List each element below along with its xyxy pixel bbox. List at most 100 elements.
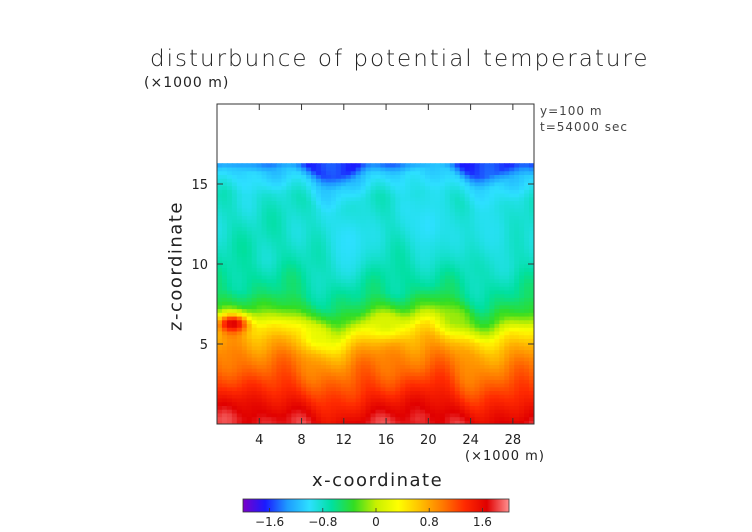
heatmap-cell bbox=[514, 405, 520, 410]
heatmap-cell bbox=[306, 364, 312, 369]
heatmap-cell bbox=[340, 334, 347, 339]
heatmap-cell bbox=[494, 163, 500, 168]
heatmap-cell bbox=[365, 338, 372, 343]
heatmap-cell bbox=[340, 412, 347, 418]
heatmap-cell bbox=[231, 204, 238, 209]
heatmap-cell bbox=[316, 189, 322, 194]
colorbar-tick-label: 0.8 bbox=[420, 515, 439, 529]
heatmap-cell bbox=[291, 174, 297, 179]
heatmap-cell bbox=[251, 334, 258, 339]
heatmap-cell bbox=[217, 274, 223, 280]
heatmap-cell bbox=[529, 356, 534, 362]
heatmap-cell bbox=[281, 334, 287, 339]
heatmap-cell bbox=[221, 185, 228, 190]
heatmap-cell bbox=[524, 308, 530, 313]
heatmap-cell bbox=[454, 274, 461, 280]
heatmap-cell bbox=[489, 319, 495, 325]
heatmap-cell bbox=[365, 185, 372, 190]
heatmap-cell bbox=[390, 263, 396, 269]
heatmap-cell bbox=[464, 356, 471, 362]
heatmap-cell bbox=[439, 215, 446, 220]
heatmap-cell bbox=[514, 174, 520, 179]
heatmap-cell bbox=[509, 260, 515, 265]
heatmap-cell bbox=[434, 301, 441, 306]
heatmap-cell bbox=[330, 260, 337, 265]
heatmap-cell bbox=[469, 315, 476, 321]
heatmap-cell bbox=[311, 315, 317, 321]
heatmap-cell bbox=[529, 301, 534, 306]
heatmap-cell bbox=[246, 226, 253, 231]
heatmap-cell bbox=[439, 204, 446, 209]
colorbar-tick-label: −0.8 bbox=[308, 515, 337, 529]
heatmap-cell bbox=[509, 364, 515, 369]
heatmap-cell bbox=[375, 371, 382, 377]
heatmap-cell bbox=[444, 327, 451, 332]
heatmap-cell bbox=[286, 315, 292, 321]
heatmap-cell bbox=[266, 312, 273, 317]
heatmap-cell bbox=[524, 189, 530, 194]
heatmap-cell bbox=[370, 222, 377, 228]
heatmap-cell bbox=[345, 390, 352, 395]
heatmap-cell bbox=[221, 338, 228, 343]
heatmap-cell bbox=[311, 334, 317, 339]
heatmap-cell bbox=[385, 308, 391, 313]
heatmap-cell bbox=[375, 394, 382, 399]
heatmap-cell bbox=[444, 222, 451, 228]
heatmap-cell bbox=[325, 248, 332, 254]
heatmap-cell bbox=[301, 222, 307, 228]
heatmap-cell bbox=[474, 222, 481, 228]
heatmap-cell bbox=[276, 185, 282, 190]
heatmap-cell bbox=[469, 293, 476, 298]
heatmap-cell bbox=[504, 327, 510, 332]
heatmap-cell bbox=[425, 230, 431, 235]
heatmap-cell bbox=[340, 379, 347, 384]
heatmap-cell bbox=[306, 237, 312, 243]
heatmap-cell bbox=[316, 312, 322, 317]
heatmap-cell bbox=[425, 166, 431, 172]
heatmap-cell bbox=[330, 416, 337, 421]
heatmap-cell bbox=[251, 230, 258, 235]
heatmap-cell bbox=[340, 226, 347, 231]
heatmap-cell bbox=[306, 345, 312, 351]
heatmap-cell bbox=[439, 371, 446, 377]
heatmap-cell bbox=[246, 334, 253, 339]
heatmap-cell bbox=[340, 170, 347, 175]
heatmap-cell bbox=[355, 174, 362, 179]
heatmap-cell bbox=[340, 330, 347, 336]
heatmap-cell bbox=[380, 222, 386, 228]
heatmap-cell bbox=[286, 368, 292, 373]
heatmap-cell bbox=[504, 256, 510, 261]
heatmap-cell bbox=[296, 185, 302, 190]
heatmap-cell bbox=[375, 207, 382, 213]
heatmap-cell bbox=[291, 211, 297, 216]
heatmap-cell bbox=[504, 356, 510, 362]
heatmap-cell bbox=[335, 289, 342, 295]
heatmap-cell bbox=[474, 353, 481, 358]
heatmap-cell bbox=[429, 189, 436, 194]
heatmap-cell bbox=[321, 196, 327, 202]
heatmap-cell bbox=[271, 334, 278, 339]
heatmap-cell bbox=[459, 390, 466, 395]
heatmap-cell bbox=[425, 360, 431, 365]
heatmap-cell bbox=[469, 409, 476, 414]
heatmap-cell bbox=[420, 170, 426, 175]
heatmap-cell bbox=[321, 211, 327, 216]
heatmap-cell bbox=[449, 420, 456, 424]
heatmap-cell bbox=[360, 207, 367, 213]
heatmap-cell bbox=[390, 174, 396, 179]
heatmap-cell bbox=[311, 181, 317, 187]
heatmap-cell bbox=[479, 248, 486, 254]
heatmap-cell bbox=[499, 293, 505, 298]
heatmap-cell bbox=[345, 256, 352, 261]
heatmap-cell bbox=[221, 193, 228, 198]
heatmap-cell bbox=[271, 207, 278, 213]
heatmap-cell bbox=[489, 301, 495, 306]
heatmap-cell bbox=[529, 327, 534, 332]
heatmap-cell bbox=[400, 282, 406, 287]
heatmap-cell bbox=[405, 241, 411, 246]
heatmap-cell bbox=[241, 263, 248, 269]
heatmap-cell bbox=[246, 315, 253, 321]
heatmap-cell bbox=[330, 271, 337, 276]
heatmap-cell bbox=[276, 394, 282, 399]
heatmap-cell bbox=[301, 189, 307, 194]
